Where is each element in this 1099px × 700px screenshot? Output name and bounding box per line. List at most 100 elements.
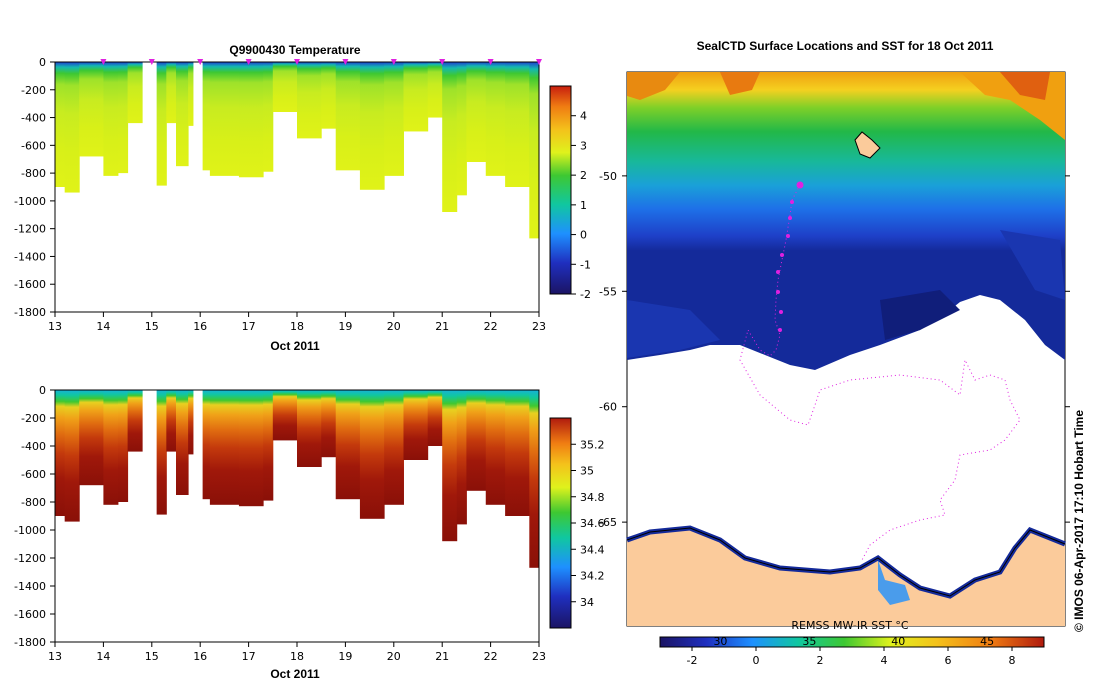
profile-bar [485,390,506,505]
profile-bar [297,62,322,139]
profile-bar [505,390,530,516]
profile-bar [359,390,385,519]
x-tick-label: 19 [338,320,352,333]
profile-bar [529,390,539,568]
profile-bar [127,390,143,452]
sst-colorbar [659,636,1045,648]
y-tick-label: -1600 [14,608,46,621]
y-tick-label: -1000 [14,524,46,537]
y-tick-label: -600 [21,139,46,152]
profile-bar [55,62,66,187]
y-tick-label: 0 [39,384,46,397]
y-tick-label: -1200 [14,223,46,236]
profile-bar [188,62,194,126]
lat-tick-label: -50 [599,170,617,183]
seal-position [786,234,790,238]
colorbar-tick-label: 35.2 [580,438,605,451]
profile-bar [466,62,487,162]
profile-bar [103,62,119,176]
x-tick-label: 17 [242,320,256,333]
x-tick-label: 15 [145,320,159,333]
profile-marker [294,59,300,65]
temperature-panel: Q9900430 Temperature 0 -200 -400 -600 -800 -1… [14,43,591,353]
profile-bar [238,62,264,178]
x-tick-label: 13 [48,320,62,333]
sst-tick-label: 2 [817,654,824,667]
salinity-profiles [55,390,539,568]
profile-bar [359,62,385,190]
profile-bar [156,390,167,515]
y-tick-label: -200 [21,84,46,97]
seal-position-current [796,181,804,189]
profile-bar [272,62,298,112]
seal-position [776,290,780,294]
salinity-colorbar-ticks: 35.2 35 34.8 34.6 34.4 34.2 34 [571,438,605,609]
colorbar-tick-label: -2 [580,288,591,301]
x-tick-label: 22 [484,650,498,663]
profile-bar [403,390,429,460]
colorbar-tick-label: 1 [580,199,587,212]
sst-warm-patch [720,72,760,95]
coastline [626,527,1066,597]
seal-position [788,216,792,220]
profile-bar [466,390,487,491]
y-tick-label: -1000 [14,195,46,208]
profile-bar [117,390,129,502]
profile-bar [297,390,322,467]
sst-cold-patch [880,290,960,340]
profile-bar [456,390,467,525]
y-tick-label: -1400 [14,580,46,593]
profile-bar [209,390,240,505]
profile-bar [335,390,361,500]
colorbar-tick-label: 4 [580,110,587,123]
x-tick-label: 20 [387,650,401,663]
profile-bar [238,390,264,507]
seal-position [779,310,783,314]
profile-marker [536,59,542,65]
x-tick-label: 16 [193,650,207,663]
x-tick-label: 17 [242,650,256,663]
profile-bar [188,390,194,455]
temperature-y-axis: 0 -200 -400 -600 -800 -1000 -1200 -1400 -1600 -18… [14,56,55,319]
sst-coastal-patch [878,560,910,605]
profile-bar [321,390,337,458]
y-tick-label: -1200 [14,552,46,565]
sst-tick-label: -2 [687,654,698,667]
colorbar-tick-label: 0 [580,229,587,242]
colorbar-tick-label: 3 [580,139,587,152]
colorbar-tick-label: 2 [580,169,587,182]
temperature-profiles [55,62,539,239]
island [854,131,881,159]
profile-bar [427,390,443,446]
salinity-x-axis: 13 14 15 16 17 18 19 20 21 22 23 [48,642,546,663]
sst-cold-patch [627,300,720,358]
salinity-xlabel: Oct 2011 [270,667,320,681]
temperature-x-axis: 13 14 15 16 17 18 19 20 21 22 23 [48,312,546,333]
profile-bar [176,62,189,167]
colorbar-tick-label: -1 [580,258,591,271]
profile-marker [487,59,494,65]
profile-bar [427,62,443,118]
x-tick-label: 14 [96,320,110,333]
colorbar-tick-label: 34.2 [580,570,605,583]
sst-tick-label: 8 [1009,654,1016,667]
profile-bar [79,390,104,486]
y-tick-label: -1600 [14,278,46,291]
profile-bar [166,62,177,124]
x-tick-label: 18 [290,650,304,663]
profile-bar [202,390,211,500]
x-tick-label: 14 [96,650,110,663]
profile-marker [197,59,204,65]
x-tick-label: 23 [532,320,546,333]
profile-bar [209,62,240,176]
profile-bar [55,390,66,516]
profile-bar [263,390,274,501]
profile-bar [384,390,404,505]
sst-f-tick-label: 40 [891,635,905,648]
x-tick-label: 13 [48,650,62,663]
lat-tick-label: -65 [599,516,617,529]
y-tick-label: -600 [21,468,46,481]
imos-credit: © IMOS 06-Apr-2017 17:10 Hobart Time [1072,410,1086,632]
x-tick-label: 18 [290,320,304,333]
y-tick-label: -1800 [14,306,46,319]
